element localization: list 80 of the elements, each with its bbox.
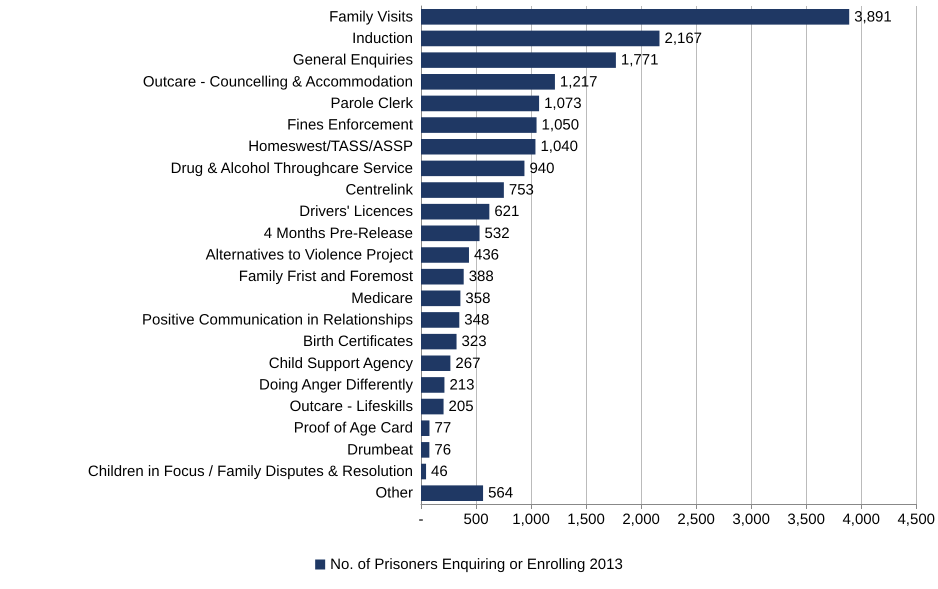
y-tick-label: Doing Anger Differently xyxy=(259,376,414,394)
data-label: 621 xyxy=(494,203,520,220)
bar xyxy=(421,377,444,393)
data-label: 1,050 xyxy=(542,116,580,134)
bar xyxy=(421,226,480,242)
data-label: 1,073 xyxy=(544,94,582,112)
data-label: 532 xyxy=(484,224,510,242)
data-label: 940 xyxy=(529,160,554,177)
x-tick-label: 500 xyxy=(464,511,489,528)
y-tick-label: Alternatives to Violence Project xyxy=(206,246,414,264)
y-tick-label: General Enquiries xyxy=(292,52,413,69)
data-label: 358 xyxy=(465,290,490,307)
data-label: 323 xyxy=(462,333,487,350)
data-label: 3,891 xyxy=(854,8,892,26)
bar xyxy=(421,182,504,198)
bar xyxy=(421,117,537,133)
data-label: 1,771 xyxy=(620,52,658,69)
data-label: 77 xyxy=(434,420,452,437)
bar xyxy=(421,74,555,90)
y-tick-label: Centrelink xyxy=(345,182,414,199)
data-label: 564 xyxy=(488,484,514,502)
data-label: 388 xyxy=(468,268,494,286)
y-tick-label: Drug & Alcohol Throughcare Service xyxy=(170,160,413,177)
bar xyxy=(421,485,484,501)
data-label: 436 xyxy=(474,246,500,264)
x-tick-label: 2,500 xyxy=(677,511,715,528)
y-tick-label: Children in Focus / Family Disputes & Resolution xyxy=(88,463,413,480)
data-label: 213 xyxy=(449,376,474,394)
data-label: 267 xyxy=(455,354,480,372)
data-label: 76 xyxy=(434,441,452,458)
data-label: 1,217 xyxy=(560,73,598,90)
x-tick-label: - xyxy=(418,511,424,528)
y-tick-label: Family Visits xyxy=(329,8,413,26)
data-label: 753 xyxy=(508,182,534,199)
legend-label: No. of Prisoners Enquiring or Enrolling 2013 xyxy=(330,556,623,573)
y-tick-label: Other xyxy=(375,484,414,502)
data-label: 1,040 xyxy=(540,138,578,156)
x-tick-label: 1,500 xyxy=(567,511,605,528)
bar xyxy=(421,247,469,263)
bar xyxy=(421,30,660,46)
y-tick-label: Birth Certificates xyxy=(302,333,413,350)
data-label: 348 xyxy=(464,311,490,328)
bar xyxy=(421,420,430,436)
y-tick-label: Family Frist and Foremost xyxy=(238,268,414,286)
y-tick-label: Medicare xyxy=(351,290,413,307)
y-tick-label: Induction xyxy=(352,30,413,47)
x-tick-label: 4,000 xyxy=(842,511,880,528)
x-tick-label: 2,000 xyxy=(622,511,660,528)
bar xyxy=(421,204,490,220)
y-tick-label: Drivers' Licences xyxy=(299,203,413,220)
bar xyxy=(421,96,540,112)
y-tick-label: Parole Clerk xyxy=(330,94,414,112)
bar xyxy=(421,9,850,25)
y-tick-label: Fines Enforcement xyxy=(287,116,414,134)
bar xyxy=(421,464,426,480)
bar xyxy=(421,398,444,414)
bar xyxy=(421,138,536,155)
y-tick-label: Proof of Age Card xyxy=(294,420,413,437)
y-tick-label: 4 Months Pre-Release xyxy=(264,224,413,242)
x-tick-label: 1,000 xyxy=(512,511,550,528)
y-tick-label: Outcare - Councelling & Accommodation xyxy=(142,73,413,90)
bar xyxy=(421,334,457,350)
y-tick-label: Homeswest/TASS/ASSP xyxy=(248,138,413,156)
bar xyxy=(421,52,616,68)
bar xyxy=(421,355,450,372)
bar xyxy=(421,442,430,458)
bar xyxy=(421,160,524,176)
bar xyxy=(421,312,460,328)
x-tick-label: 3,000 xyxy=(732,511,770,528)
data-label: 2,167 xyxy=(664,30,702,47)
x-tick-label: 4,500 xyxy=(897,511,936,528)
y-tick-label: Outcare - Lifeskills xyxy=(290,398,413,416)
y-tick-label: Drumbeat xyxy=(347,441,414,458)
bar xyxy=(421,268,464,284)
data-label: 205 xyxy=(448,398,474,416)
bar xyxy=(421,290,460,306)
data-label: 46 xyxy=(431,463,448,480)
y-tick-label: Positive Communication in Relationships xyxy=(142,311,413,328)
x-tick-label: 3,500 xyxy=(787,511,825,528)
y-tick-label: Child Support Agency xyxy=(268,354,414,372)
